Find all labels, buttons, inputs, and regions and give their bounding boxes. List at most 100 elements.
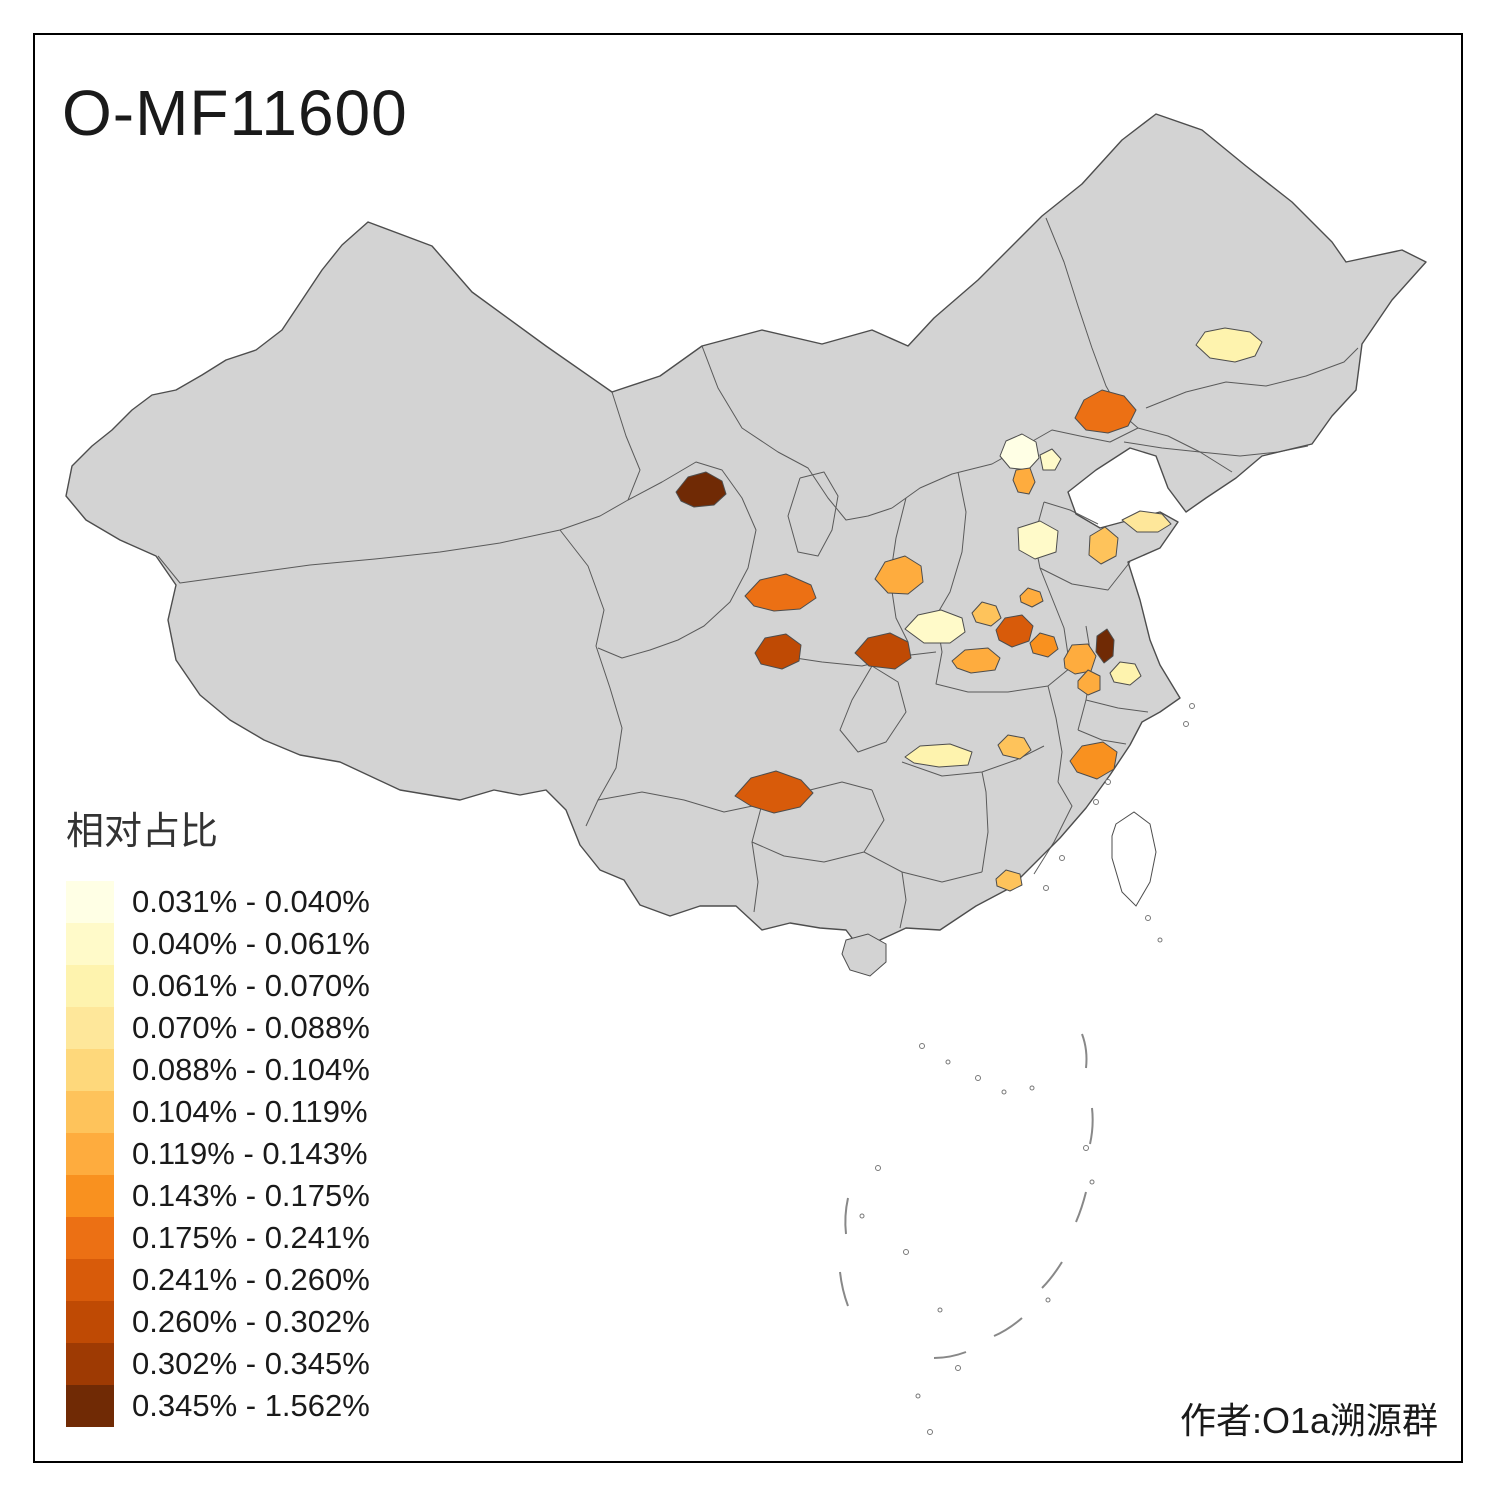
province-border-line	[787, 471, 839, 557]
province-border-line	[891, 427, 1233, 509]
map-region	[1121, 510, 1172, 533]
legend-entry: 0.070% - 0.088%	[66, 1007, 370, 1049]
province-border-line	[1033, 781, 1073, 875]
sea-island-speck	[1157, 937, 1163, 943]
legend-entry: 0.119% - 0.143%	[66, 1133, 370, 1175]
legend-swatch	[66, 1343, 114, 1385]
legend-label: 0.143% - 0.175%	[132, 1178, 370, 1213]
legend-swatch	[66, 965, 114, 1007]
legend: 相对占比 0.031% - 0.040% 0.040% - 0.061% 0.0…	[66, 800, 370, 1427]
nine-dash-segment	[844, 1197, 849, 1235]
map-region	[999, 433, 1040, 471]
legend-label: 0.070% - 0.088%	[132, 1010, 370, 1045]
map-region	[904, 609, 966, 644]
legend-swatch	[66, 1091, 114, 1133]
map-region	[997, 734, 1032, 760]
map-region	[951, 647, 1001, 674]
sea-island-speck	[945, 1059, 951, 1065]
legend-swatch	[66, 1259, 114, 1301]
legend-entry: 0.040% - 0.061%	[66, 923, 370, 965]
sea-island-speck	[1045, 1297, 1051, 1303]
map-region	[1039, 448, 1062, 471]
map-region	[874, 555, 924, 595]
map-region	[1019, 587, 1044, 608]
province-border-line	[751, 841, 759, 913]
map-region	[995, 869, 1023, 892]
sea-island-speck	[1001, 1089, 1007, 1095]
legend-label: 0.119% - 0.143%	[132, 1136, 368, 1171]
legend-title: 相对占比	[66, 811, 219, 853]
legend-entry: 0.031% - 0.040%	[66, 881, 370, 923]
province-border-line	[1077, 729, 1127, 745]
legend-entry: 0.345% - 1.562%	[66, 1385, 370, 1427]
province-border-line	[899, 871, 907, 929]
nine-dash-segment	[839, 1271, 849, 1307]
province-border-line	[559, 529, 623, 827]
nine-dash-segment	[993, 1317, 1023, 1337]
province-border-line	[1085, 699, 1149, 713]
taiwan-island	[1111, 811, 1157, 907]
sea-island-speck	[1029, 1085, 1035, 1091]
legend-entry: 0.175% - 0.241%	[66, 1217, 370, 1259]
sea-island-speck	[903, 1249, 909, 1255]
sea-island-speck	[1189, 703, 1195, 709]
nine-dash-segment	[1041, 1261, 1063, 1289]
legend-swatch	[66, 1133, 114, 1175]
sea-island-speck	[1043, 885, 1049, 891]
legend-entry: 0.241% - 0.260%	[66, 1259, 370, 1301]
legend-label: 0.088% - 0.104%	[132, 1052, 370, 1087]
province-border-line	[1145, 347, 1359, 409]
province-border-line	[935, 567, 1071, 693]
nine-dash-line	[839, 1033, 1094, 1359]
province-border-line	[157, 391, 641, 584]
map-region	[675, 471, 727, 508]
map-region	[1077, 669, 1101, 696]
sea-island-speck	[1105, 779, 1111, 785]
china-mainland	[65, 113, 1427, 947]
province-border-line	[597, 461, 757, 659]
legend-label: 0.345% - 1.562%	[132, 1388, 370, 1423]
province-border-line	[1043, 501, 1099, 525]
legend-swatch	[66, 1385, 114, 1427]
legend-label: 0.104% - 0.119%	[132, 1094, 368, 1129]
legend-label: 0.175% - 0.241%	[132, 1220, 370, 1255]
nine-dash-segment	[1075, 1191, 1087, 1223]
sea-island-speck	[927, 1429, 933, 1435]
map-region	[1109, 661, 1142, 686]
legend-entry: 0.260% - 0.302%	[66, 1301, 370, 1343]
province-border-line	[781, 651, 937, 667]
nine-dash-segment	[1089, 1107, 1094, 1145]
legend-swatch	[66, 923, 114, 965]
sea-island-speck	[1083, 1145, 1089, 1151]
map-region	[1017, 520, 1059, 560]
sea-island-speck	[975, 1075, 981, 1081]
map-region	[734, 770, 814, 814]
legend-swatch	[66, 881, 114, 923]
hainan-island	[841, 933, 887, 977]
legend-label: 0.061% - 0.070%	[132, 968, 370, 1003]
legend-swatch	[66, 1301, 114, 1343]
legend-rows: 0.031% - 0.040% 0.040% - 0.061% 0.061% -…	[66, 881, 370, 1427]
legend-entry: 0.061% - 0.070%	[66, 965, 370, 1007]
map-region	[754, 633, 802, 670]
province-border-line	[839, 665, 907, 753]
map-region	[1012, 467, 1036, 495]
map-region	[1095, 628, 1115, 664]
map-regions	[675, 327, 1263, 892]
page-title: O-MF11600	[62, 77, 408, 149]
map-region	[1069, 741, 1118, 780]
legend-swatch	[66, 1217, 114, 1259]
sea-island-speck	[937, 1307, 943, 1313]
map-region	[995, 614, 1034, 648]
map-region	[971, 601, 1002, 627]
legend-label: 0.302% - 0.345%	[132, 1346, 370, 1381]
province-border-line	[701, 345, 893, 521]
sea-island-speck	[859, 1213, 865, 1219]
province-border-line	[1123, 441, 1309, 457]
sea-island-speck	[1183, 721, 1189, 727]
map-region	[1063, 643, 1097, 675]
legend-entry: 0.302% - 0.345%	[66, 1343, 370, 1385]
legend-label: 0.241% - 0.260%	[132, 1262, 370, 1297]
